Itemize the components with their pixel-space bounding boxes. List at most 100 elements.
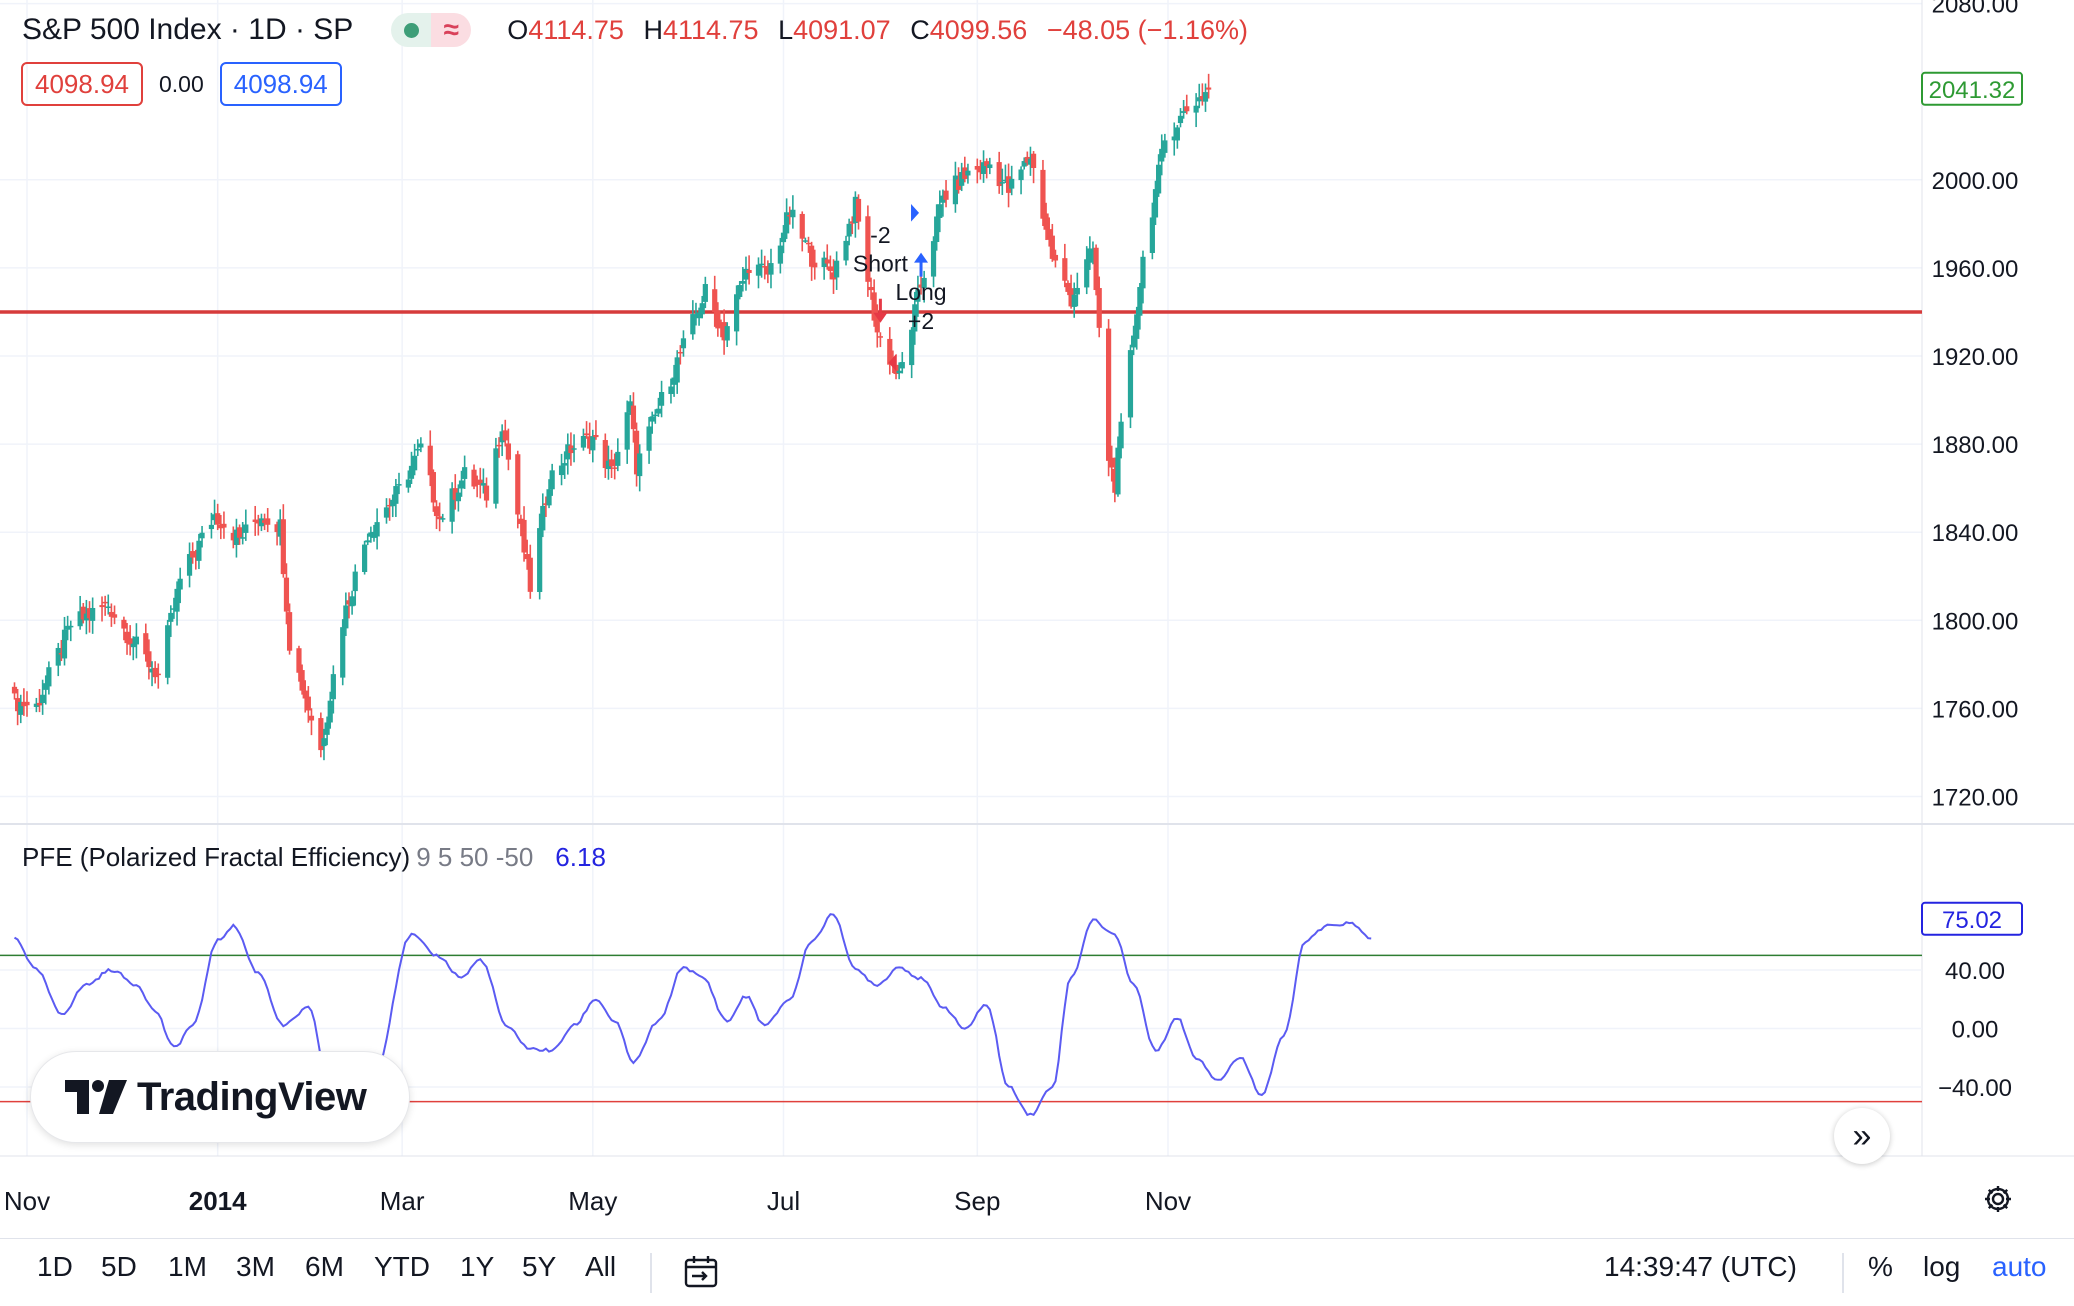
tradingview-logo[interactable]: TradingView bbox=[30, 1051, 410, 1143]
candle bbox=[718, 319, 724, 338]
candle-body bbox=[649, 416, 655, 422]
candle bbox=[912, 291, 918, 345]
range-button-1y[interactable]: 1Y bbox=[460, 1251, 495, 1282]
candle-body bbox=[77, 611, 83, 627]
candle bbox=[46, 661, 52, 695]
candle-body bbox=[155, 673, 161, 676]
candle bbox=[699, 295, 705, 319]
candle bbox=[146, 639, 152, 680]
candle-body bbox=[365, 540, 371, 543]
trade-annotation-text: Short bbox=[853, 250, 909, 276]
candle bbox=[105, 594, 111, 615]
market-open-icon bbox=[391, 13, 432, 47]
candle bbox=[1021, 157, 1027, 170]
market-status-pill[interactable]: ≈ bbox=[391, 13, 472, 47]
candle-body bbox=[1181, 111, 1187, 113]
toolbar-divider bbox=[650, 1253, 652, 1293]
candle-body bbox=[655, 408, 662, 414]
candle-body bbox=[174, 588, 180, 612]
candle-body bbox=[36, 702, 43, 706]
candle bbox=[652, 409, 658, 424]
series-legend: S&P 500 Index · 1D · SP ≈ O4114.75 H4114… bbox=[22, 8, 1248, 52]
candle bbox=[830, 259, 837, 294]
utc-clock[interactable]: 14:39:47 (UTC) bbox=[1604, 1251, 1797, 1282]
trade-annotation-text: Long bbox=[895, 279, 946, 305]
symbol-title[interactable]: S&P 500 Index · 1D · SP bbox=[22, 13, 354, 46]
range-button-5y[interactable]: 5Y bbox=[522, 1251, 557, 1282]
candle-body bbox=[1140, 256, 1146, 289]
candle-body bbox=[633, 430, 640, 475]
candle-body bbox=[721, 322, 727, 341]
auto-scale-toggle[interactable]: auto bbox=[1992, 1251, 2047, 1282]
candle bbox=[258, 513, 265, 532]
candle bbox=[36, 688, 43, 713]
candle bbox=[327, 691, 333, 729]
candle-body bbox=[496, 444, 502, 447]
log-scale-toggle[interactable]: log bbox=[1923, 1251, 1961, 1282]
candle-body bbox=[58, 652, 64, 655]
candle-body bbox=[959, 172, 965, 186]
scroll-to-realtime-button[interactable]: » bbox=[1834, 1108, 1890, 1164]
candle-body bbox=[430, 472, 436, 503]
candle-body bbox=[440, 518, 446, 520]
candle-body bbox=[724, 326, 730, 341]
candle bbox=[1202, 83, 1209, 112]
candle-body bbox=[1005, 176, 1012, 193]
candle-body bbox=[834, 260, 840, 278]
candle-body bbox=[124, 631, 130, 644]
sell-button[interactable]: 4098.94 bbox=[21, 62, 143, 106]
candle-body bbox=[943, 190, 949, 200]
pfe-last-label-box bbox=[1921, 901, 2023, 936]
candle-body bbox=[265, 518, 271, 525]
candle-body bbox=[580, 435, 587, 448]
candle-body bbox=[612, 467, 618, 469]
range-button-5d[interactable]: 5D bbox=[101, 1251, 137, 1282]
candle-body bbox=[393, 486, 399, 504]
candle-body bbox=[918, 284, 924, 288]
candle-body bbox=[83, 613, 89, 621]
pfe-legend[interactable]: PFE (Polarized Fractal Efficiency) 9 5 50… bbox=[22, 842, 606, 873]
candle-body bbox=[330, 674, 336, 700]
buy-button[interactable]: 4098.94 bbox=[219, 62, 342, 106]
range-button-1m[interactable]: 1M bbox=[168, 1251, 207, 1282]
high-value: 4114.75 bbox=[662, 14, 759, 45]
candle-body bbox=[1115, 447, 1121, 495]
candle-body bbox=[483, 485, 490, 501]
candle bbox=[33, 697, 39, 713]
candle bbox=[1196, 83, 1202, 109]
candle bbox=[921, 270, 927, 303]
candle-body bbox=[362, 544, 368, 572]
candle-body bbox=[571, 448, 577, 450]
candle bbox=[852, 191, 858, 238]
range-button-ytd[interactable]: YTD bbox=[374, 1251, 430, 1282]
candle bbox=[737, 281, 743, 300]
gear-icon[interactable] bbox=[1982, 1183, 2014, 1215]
candle-body bbox=[86, 608, 93, 619]
candle-body bbox=[240, 537, 246, 539]
range-button-1d[interactable]: 1D bbox=[37, 1251, 73, 1282]
candle-body bbox=[65, 625, 71, 630]
long-arrow-icon bbox=[914, 252, 929, 263]
candle-body bbox=[1171, 136, 1177, 141]
candle bbox=[296, 645, 302, 682]
go-to-date-icon[interactable] bbox=[682, 1253, 720, 1291]
candle bbox=[368, 526, 374, 543]
candle bbox=[190, 542, 196, 564]
percent-scale-toggle[interactable]: % bbox=[1868, 1251, 1893, 1282]
candle bbox=[111, 605, 118, 625]
candle-body bbox=[562, 463, 568, 466]
range-button-3m[interactable]: 3M bbox=[236, 1251, 275, 1282]
candle bbox=[255, 514, 261, 536]
candle-body bbox=[515, 454, 521, 515]
candle bbox=[1024, 151, 1030, 166]
candle bbox=[374, 508, 380, 550]
candle bbox=[805, 236, 812, 253]
candle bbox=[952, 161, 959, 213]
candle bbox=[1171, 122, 1177, 156]
candle bbox=[405, 470, 411, 493]
candle-body bbox=[349, 596, 355, 607]
range-button-all[interactable]: All bbox=[585, 1251, 617, 1282]
range-button-6m[interactable]: 6M bbox=[305, 1251, 344, 1282]
candle bbox=[712, 275, 718, 327]
